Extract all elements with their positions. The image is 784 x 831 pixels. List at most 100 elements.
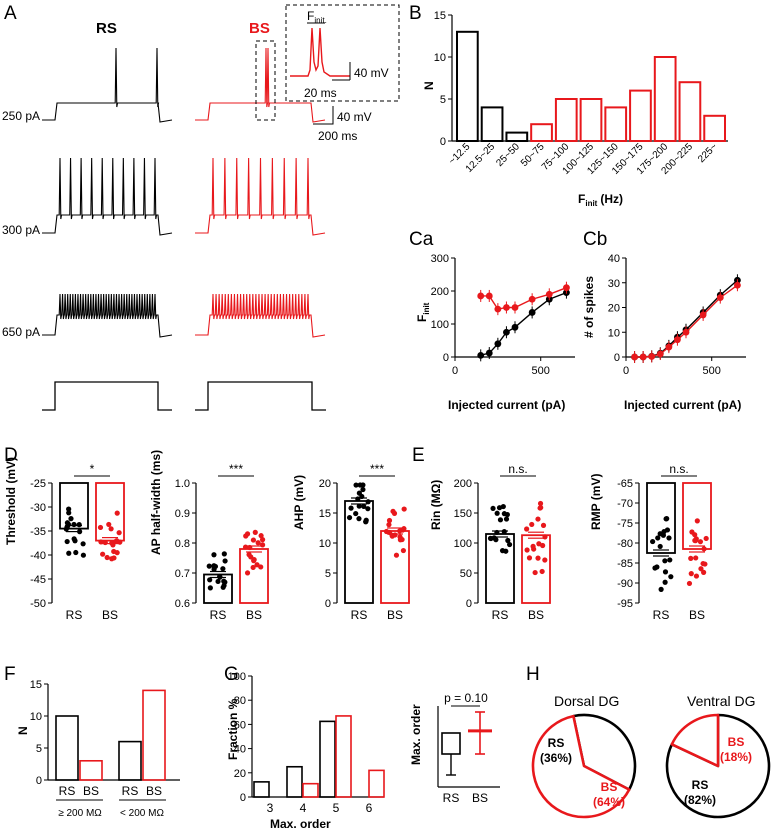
ahp-dot-bs (391, 510, 398, 516)
rin-dot-rs (501, 529, 507, 535)
chart-g-ytick-label: 60 (234, 719, 246, 731)
rmp-dot-bs (688, 555, 694, 561)
chart-cb-ytick-label: 0 (614, 352, 620, 364)
rmp-dot-bs (701, 546, 707, 552)
ap-half-width-bar-bs (239, 548, 269, 604)
ahp-dot-rs (353, 482, 359, 488)
rmp-dot-rs (657, 543, 663, 550)
rmp-dot-bs (693, 573, 700, 579)
rmp-bar-rs (646, 482, 676, 554)
threshold-dot-bs (108, 526, 114, 532)
chart-h: RS(36%)BS(64%)RS(82%)BS(18%) (531, 713, 771, 819)
ap-half-width-sig-label: *** (229, 462, 243, 476)
ahp-dot-bs (397, 528, 403, 534)
chart-cb-point-bs (682, 328, 690, 336)
chart-ca-point-rs (528, 309, 536, 316)
rin-dot-bs (540, 522, 547, 528)
threshold-dot-rs (66, 510, 72, 516)
rin-dot-rs (493, 537, 499, 543)
chart-g-xtick-label: 5 (333, 801, 340, 815)
ahp-ytick-label: 15 (319, 508, 331, 520)
rin-xtick-label: RS (492, 608, 509, 622)
chart-ca-line-bs (480, 287, 567, 310)
chart-f-ylabel: N (16, 726, 30, 735)
chart-f-group-label: < 200 MΩ (120, 808, 164, 819)
rin-ylabel: Rin (MΩ) (429, 480, 443, 530)
rmp-xtick-label: BS (689, 608, 705, 622)
rmp-xtick-label: RS (653, 608, 670, 622)
panel-label-cb: Cb (583, 229, 607, 250)
threshold-ytick-label: -50 (30, 598, 46, 610)
rmp-dot-bs (694, 518, 700, 524)
ap-half-width-dot-rs (220, 566, 226, 572)
rin-dot-bs (539, 568, 545, 575)
chart-ca-point-rs (511, 323, 519, 331)
chart-ca-point-rs (503, 328, 510, 336)
rin-xtick-label: BS (528, 608, 544, 622)
ap-half-width-ytick-label: 1.0 (175, 478, 190, 490)
ap-half-width-dot-bs (244, 570, 251, 576)
chart-g-bar-bs (335, 715, 352, 798)
rin-dot-bs (538, 504, 544, 511)
chart-f-bar-bs (142, 689, 166, 781)
chart-rmp: -65 -70 -75 -80 -85 -90 -95 RS BS n.s. (617, 462, 712, 622)
chart-cb-point-bs (699, 311, 707, 319)
chart-cb-line-rs (634, 279, 738, 358)
threshold-dot-rs (76, 522, 82, 528)
chart-cb-ytick-label: 30 (608, 278, 620, 290)
chart-g-bar-rs (319, 720, 336, 798)
chart-b-bar (505, 131, 529, 143)
chart-ca-ytick-label: 0 (443, 352, 449, 364)
chart-ca-point-rs (494, 340, 502, 348)
chart-cb-xtick-label: 500 (703, 365, 721, 377)
bs-trace-300-pA (195, 157, 326, 236)
rmp-dot-rs (667, 557, 673, 563)
chart-cb-ytick-label: 10 (608, 327, 620, 339)
rin-dot-rs (501, 511, 507, 517)
rmp-dot-bs (692, 532, 698, 538)
current-300-label: 300 pA (2, 223, 40, 237)
chart-b-bar (530, 123, 553, 142)
ahp-dot-rs (356, 503, 362, 509)
rmp-dot-rs (664, 527, 671, 533)
rs-step-protocol (42, 381, 172, 411)
chart-cb-point-bs (648, 353, 656, 360)
ap-half-width-dot-rs (206, 563, 212, 569)
chart-ca-point-rs (477, 351, 485, 359)
chart-g-ytick-label: 20 (234, 768, 246, 780)
ap-half-width-dot-rs (221, 551, 227, 557)
ahp-ytick-label: 0 (325, 598, 331, 610)
chart-ca-xtick-label: 500 (532, 365, 550, 377)
rin-dot-bs (530, 543, 536, 549)
rin-dot-bs (526, 555, 533, 561)
ventral-pct-bs: (18%) (720, 750, 752, 764)
ahp-dot-rs (360, 486, 366, 493)
chart-b-bar (653, 56, 677, 142)
chart-g-bar-rs (286, 765, 303, 798)
chart-b-bar (480, 106, 504, 142)
chart-f-xtick-label: RS (122, 784, 139, 798)
chart-cb-point-bs (656, 350, 664, 358)
threshold-xtick-label: BS (102, 608, 118, 622)
panel-label-e: E (412, 445, 425, 466)
rin-dot-bs (535, 516, 541, 522)
rin-dot-bs (532, 569, 538, 576)
dorsal-label-bs: BS (601, 780, 618, 794)
chart-g-ytick-label: 40 (234, 744, 246, 756)
ap-half-width-dot-bs (254, 562, 260, 568)
rmp-dot-bs (686, 580, 693, 587)
ventral-label-rs: RS (692, 778, 709, 792)
chart-f-bar-rs (118, 740, 142, 781)
rin-ytick-label: 200 (454, 478, 472, 490)
chart-ca-point-bs (563, 284, 570, 292)
chart-g-bar-rs (253, 781, 270, 798)
threshold-dot-bs (106, 521, 112, 528)
threshold-dot-bs (104, 554, 110, 561)
ap-half-width-ytick-label: 0.6 (175, 598, 190, 610)
rmp-sig-label: n.s. (669, 462, 688, 476)
chart-cb-xtick-label: 0 (623, 365, 629, 377)
chart-ca-ytick-label: 300 (431, 253, 449, 265)
chart-b-bar (604, 106, 628, 142)
ventral-label-bs: BS (728, 735, 745, 749)
